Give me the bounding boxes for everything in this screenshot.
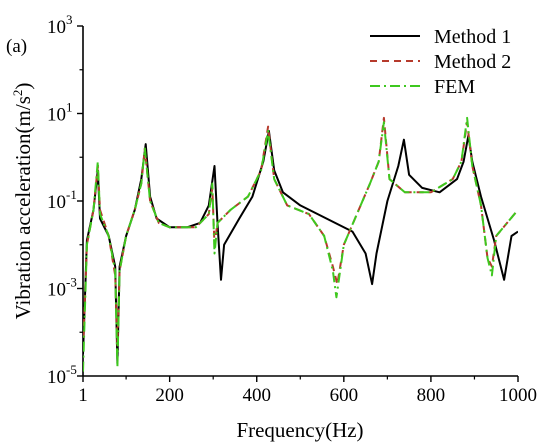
series-line-3	[83, 116, 518, 372]
series-line-1	[83, 130, 518, 364]
y-axis-label-main: Vibration acceleration(m/s	[11, 96, 35, 319]
y-tick-label: 10-1	[47, 187, 77, 213]
y-tick-label: 103	[47, 12, 73, 38]
y-tick-base: 10	[47, 280, 66, 301]
legend-label: FEM	[434, 76, 475, 98]
x-tick-label: 1	[78, 385, 88, 406]
x-tick-label: 800	[417, 385, 446, 406]
x-tick-label: 1000	[499, 385, 537, 406]
x-axis-label: Frequency(Hz)	[236, 418, 363, 442]
y-tick-base: 10	[47, 192, 66, 213]
series-line-2	[83, 116, 518, 350]
y-axis-label: Vibration acceleration(m/s2)	[10, 83, 35, 320]
series-lines	[83, 116, 518, 372]
y-axis-label-sup: 2	[10, 90, 25, 97]
y-tick-exponent: -5	[66, 362, 77, 377]
y-tick-exponent: -1	[66, 187, 77, 202]
y-tick-exponent: 1	[66, 100, 73, 115]
legend: Method 1 Method 2 FEM	[370, 26, 511, 98]
x-tick-label: 200	[155, 385, 184, 406]
y-tick-label: 10-5	[47, 362, 77, 388]
y-tick-label: 10-3	[47, 275, 77, 301]
y-tick-base: 10	[47, 367, 66, 388]
y-tick-exponent: 3	[66, 12, 73, 27]
x-tick-label: 600	[330, 385, 359, 406]
legend-label: Method 1	[434, 26, 511, 48]
x-ticks: 1 200 400 600 800 1000	[78, 376, 537, 406]
y-tick-base: 10	[47, 17, 66, 38]
y-tick-exponent: -3	[66, 275, 77, 290]
legend-label: Method 2	[434, 51, 511, 73]
y-tick-base: 10	[47, 105, 66, 126]
y-axis-label-close: )	[11, 83, 35, 90]
panel-label: (a)	[6, 36, 27, 57]
x-tick-label: 400	[242, 385, 271, 406]
y-tick-label: 101	[47, 100, 73, 126]
